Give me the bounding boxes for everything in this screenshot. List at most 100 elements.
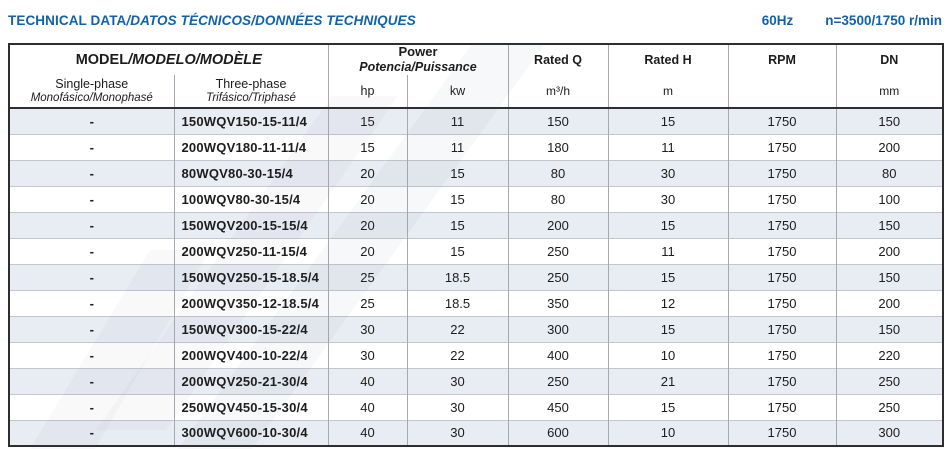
cell-rated-q: 350 [507,289,609,316]
cell-rated-q: 300 [507,315,609,342]
header-rpm-unit [729,75,836,107]
cell-rated-q: 250 [507,237,609,264]
cell-rpm: 1750 [727,419,837,446]
cell-rpm: 1750 [727,211,837,238]
cell-dn: 200 [835,133,944,160]
cell-rpm: 1750 [727,185,837,212]
cell-rated-q: 400 [507,341,609,368]
cell-model: 150WQV150-15-11/4 [173,108,328,134]
spec-summary: 60Hz n=3500/1750 r/min [762,13,942,28]
cell-rpm: 1750 [727,133,837,160]
cell-kw: 22 [406,341,509,368]
header-single-phase: Single-phase Monofásico/Monophasé [9,75,174,108]
header-power-sub: Potencia/Puissance [359,60,477,75]
cell-rated-h: 15 [607,393,729,420]
header-dn-label: DN [880,53,899,67]
table-row: - 100WQV80-30-15/4 20 15 80 30 1750 100 [9,185,944,212]
cell-kw: 15 [406,237,509,264]
cell-kw: 18.5 [406,289,509,316]
table-row: - 300WQV600-10-30/4 40 30 600 10 1750 30… [9,419,944,446]
cell-single-phase: - [89,113,94,129]
cell-rated-h: 30 [607,185,729,212]
table-row: - 200WQV180-11-11/4 15 11 180 11 1750 20… [9,133,944,160]
cell-model: 150WQV250-15-18.5/4 [173,263,328,290]
cell-kw: 18.5 [406,263,509,290]
cell-dn: 300 [835,419,944,446]
cell-rated-h: 15 [607,315,729,342]
header-dn-unit: mm [879,84,900,98]
cell-rated-h: 15 [607,108,729,134]
header-three-phase-sub: Trifásico/Triphasé [206,91,296,104]
table-row: - 200WQV250-11-15/4 20 15 250 11 1750 20… [9,237,944,264]
cell-rpm: 1750 [727,263,837,290]
cell-model: 300WQV600-10-30/4 [173,419,328,446]
cell-rated-h: 12 [607,289,729,316]
cell-rated-q: 600 [507,419,609,446]
header-rated-q: Rated Q m³/h [507,44,609,108]
cell-rated-q: 180 [507,133,609,160]
cell-model: 250WQV450-15-30/4 [173,393,328,420]
cell-kw: 22 [406,315,509,342]
header-three-phase-label: Three-phase [215,76,287,91]
cell-rated-h: 10 [607,341,729,368]
header-model-en: MODEL [75,52,129,69]
cell-single-phase: - [9,289,174,316]
cell-model: 200WQV350-12-18.5/4 [173,289,328,316]
table-row: - 150WQV250-15-18.5/4 25 18.5 250 15 175… [9,263,944,290]
cell-rated-h: 11 [607,237,729,264]
header-model-intl: /MODELO/MODÈLE [128,52,262,69]
cell-single-phase: - [9,341,174,368]
cell-single-phase: - [9,211,174,238]
page-title-intl: /DATOS TÉCNICOS/DONNÉES TECHNIQUES [126,12,416,28]
cell-rpm: 1750 [727,237,837,264]
table-row: - 200WQV250-21-30/4 40 30 250 21 1750 25… [9,367,944,394]
table-header: MODEL/MODELO/MODÈLE Power Potencia/Puiss… [9,44,944,108]
header-rpm: RPM [727,44,837,108]
cell-rated-q: 250 [507,367,609,394]
cell-single-phase: - [9,159,174,186]
cell-model: 150WQV200-15-15/4 [173,211,328,238]
table-row: - 200WQV400-10-22/4 30 22 400 10 1750 22… [9,341,944,368]
cell-rpm: 1750 [727,393,837,420]
cell-hp: 40 [327,367,407,394]
header-single-phase-label: Single-phase [55,76,129,91]
cell-single-phase: - [9,263,174,290]
cell-hp: 20 [327,159,407,186]
header-power-label: Power [398,44,438,60]
cell-single-phase: - [9,419,174,446]
table-body: - 150WQV150-15-11/4 15 11 150 15 1750 15… [9,108,944,446]
cell-single-phase: - [9,315,174,342]
header-power-group: Power Potencia/Puissance [327,44,509,76]
speed-label: n=3500/1750 r/min [825,12,942,28]
cell-dn: 100 [835,185,944,212]
cell-rated-q: 80 [507,185,609,212]
cell-rated-h: 15 [607,211,729,238]
header-rated-q-label: Rated Q [534,53,582,67]
cell-rated-h: 21 [607,367,729,394]
cell-rated-h: 15 [607,263,729,290]
table-row: - 200WQV350-12-18.5/4 25 18.5 350 12 175… [9,289,944,316]
cell-hp: 30 [327,341,407,368]
header-rated-q-unit: m³/h [546,84,571,98]
cell-hp: 15 [327,108,407,134]
cell-rated-q: 80 [507,159,609,186]
cell-dn: 200 [835,237,944,264]
cell-model: 80WQV80-30-15/4 [173,159,328,186]
header-rated-h-label: Rated H [644,53,692,67]
cell-hp: 40 [327,393,407,420]
cell-dn: 220 [835,341,944,368]
cell-single-phase: - [9,133,174,160]
cell-dn: 80 [835,159,944,186]
cell-rpm: 1750 [727,159,837,186]
header-rated-h-unit: m [663,84,674,98]
header-single-phase-sub: Monofásico/Monophasé [30,91,153,104]
header-rpm-label: RPM [768,53,796,67]
cell-dn: 250 [835,367,944,394]
table-row: - 150WQV300-15-22/4 30 22 300 15 1750 15… [9,315,944,342]
cell-hp: 15 [327,133,407,160]
cell-kw: 30 [406,393,509,420]
table-row: - 150WQV150-15-11/4 15 11 150 15 1750 15… [9,108,944,134]
page-title: TECHNICAL DATA/DATOS TÉCNICOS/DONNÉES TE… [8,13,416,28]
cell-single-phase: - [9,185,174,212]
frequency-label: 60Hz [761,12,794,28]
